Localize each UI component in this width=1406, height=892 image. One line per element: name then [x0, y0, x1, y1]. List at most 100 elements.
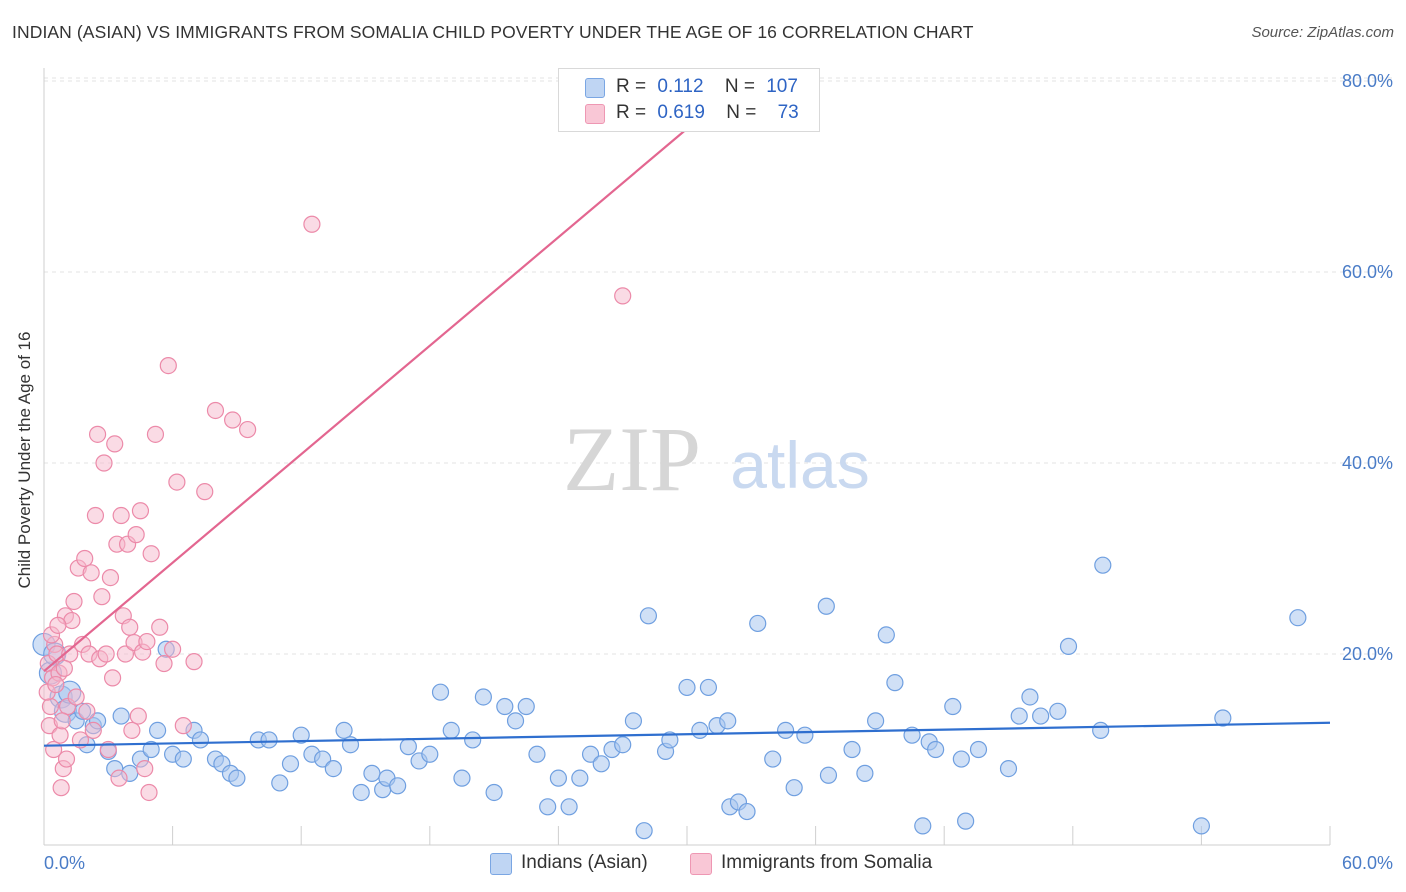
data-point-indians	[517, 697, 535, 716]
data-point-indians	[292, 726, 310, 744]
data-point-indians	[1092, 721, 1110, 740]
data-point-somalia	[142, 545, 160, 563]
data-point-somalia	[97, 645, 115, 663]
data-point-somalia	[103, 669, 122, 687]
data-point-indians	[592, 755, 610, 773]
data-point-indians	[764, 750, 782, 768]
data-point-indians	[442, 721, 460, 740]
data-point-somalia	[614, 287, 632, 305]
data-point-indians	[817, 597, 835, 615]
data-point-indians	[867, 712, 885, 730]
data-point-somalia	[55, 659, 73, 677]
legend-row-text: R = 0.619 N = 73	[616, 102, 799, 124]
data-point-somalia	[106, 435, 124, 453]
data-point-indians	[635, 822, 653, 840]
data-point-indians	[228, 769, 246, 787]
data-point-somalia	[110, 769, 128, 787]
data-point-indians	[614, 736, 632, 754]
watermark: ZIP atlas	[563, 408, 870, 510]
data-point-somalia	[86, 506, 105, 525]
data-point-somalia	[131, 502, 150, 520]
trend-lines	[43, 127, 1331, 747]
data-point-indians	[453, 769, 471, 787]
data-point-somalia	[67, 688, 85, 706]
axes	[43, 68, 1331, 846]
legend-swatch-pink	[585, 104, 605, 124]
data-point-indians	[142, 740, 160, 759]
y-tick-label: 40.0%	[1342, 453, 1393, 473]
data-point-indians	[1021, 688, 1039, 706]
data-point-indians	[1059, 637, 1078, 655]
data-point-indians	[549, 769, 568, 787]
data-point-indians	[886, 674, 904, 692]
data-point-indians	[560, 798, 578, 816]
data-point-indians	[1049, 702, 1067, 720]
data-point-somalia	[303, 215, 321, 233]
data-point-indians	[952, 750, 970, 768]
data-point-indians	[281, 755, 300, 773]
data-point-somalia	[95, 454, 113, 472]
legend-n-value: 73	[777, 102, 799, 123]
data-point-somalia	[138, 632, 156, 651]
data-point-indians	[691, 721, 709, 740]
data-point-indians	[1289, 609, 1307, 627]
gridlines	[44, 77, 1392, 655]
y-tick-label: 60.0%	[1342, 262, 1393, 282]
data-point-indians	[1010, 707, 1028, 725]
data-point-indians	[431, 683, 450, 701]
data-point-somalia	[76, 549, 94, 568]
data-point-indians	[957, 812, 975, 830]
data-point-indians	[352, 783, 370, 802]
data-point-indians	[776, 721, 795, 740]
data-point-indians	[363, 764, 381, 782]
data-point-indians	[571, 769, 589, 787]
data-point-somalia	[57, 750, 76, 768]
data-point-somalia	[52, 779, 70, 797]
data-point-somalia	[185, 653, 203, 671]
data-point-somalia	[151, 618, 169, 636]
data-point-somalia	[136, 759, 154, 778]
data-point-indians	[738, 802, 756, 821]
data-point-somalia	[127, 526, 145, 544]
legend-r-value: 0.619	[657, 102, 705, 123]
data-point-somalia	[174, 717, 192, 735]
data-point-somalia	[168, 473, 186, 491]
tick-labels: 20.0% 40.0% 60.0% 80.0% 0.0% 60.0%	[44, 71, 1393, 873]
legend-swatch-blue	[585, 78, 605, 98]
data-point-indians	[464, 731, 482, 749]
data-point-indians	[389, 777, 407, 795]
data-point-somalia	[164, 640, 182, 658]
trend-line-indians	[43, 721, 1331, 747]
data-point-indians	[819, 766, 838, 784]
data-point-somalia	[239, 420, 257, 439]
data-point-somalia	[78, 702, 96, 720]
data-point-indians	[335, 721, 353, 740]
y-tick-label: 20.0%	[1342, 644, 1393, 664]
legend-r-value: 0.112	[657, 76, 704, 97]
data-point-indians	[174, 750, 192, 768]
data-point-indians	[474, 688, 492, 706]
data-point-indians	[271, 774, 289, 792]
watermark-atlas: atlas	[730, 428, 869, 502]
data-point-indians	[1192, 817, 1211, 835]
data-point-somalia	[82, 564, 100, 582]
data-point-indians	[191, 731, 210, 749]
legend-r-label: R =	[616, 76, 647, 97]
data-point-indians	[969, 740, 988, 759]
data-point-indians	[796, 726, 814, 744]
data-point-somalia	[88, 425, 107, 443]
data-point-somalia	[112, 506, 130, 525]
data-point-indians	[539, 798, 557, 816]
data-point-indians	[148, 721, 167, 740]
data-point-indians	[324, 759, 342, 778]
data-point-indians	[528, 745, 546, 763]
data-point-indians	[260, 731, 278, 749]
trend-line-somalia	[43, 127, 688, 673]
data-point-somalia	[206, 401, 225, 420]
data-point-indians	[1094, 556, 1112, 574]
data-point-somalia	[129, 707, 147, 725]
data-point-indians	[661, 731, 679, 749]
data-point-somalia	[196, 483, 214, 501]
source-label: Source: ZipAtlas.com	[1251, 24, 1394, 41]
data-point-indians	[112, 707, 130, 725]
